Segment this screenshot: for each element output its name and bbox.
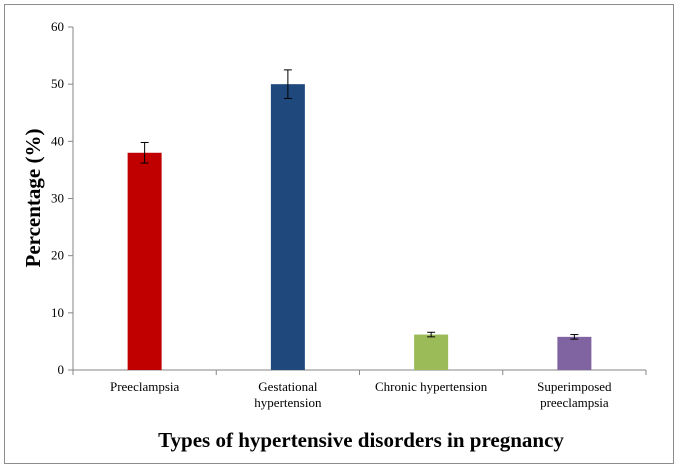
y-tick-label: 60 (51, 19, 64, 34)
y-tick-label: 10 (51, 305, 64, 320)
bars (127, 84, 592, 371)
y-axis: 0 10 20 30 40 50 60 (51, 19, 74, 377)
y-tick-label: 50 (51, 76, 64, 91)
x-axis-label: Types of hypertensive disorders in pregn… (158, 428, 564, 452)
category-labels: Preeclampsia Gestational hypertension Chron… (110, 379, 612, 410)
y-tick-label: 30 (51, 191, 64, 206)
category-label: Preeclampsia (110, 379, 180, 394)
category-label: Gestational hypertension (254, 379, 322, 410)
bar (127, 152, 162, 370)
bar (557, 336, 592, 370)
x-axis (72, 369, 647, 375)
bar (414, 334, 449, 370)
y-tick-label: 20 (51, 248, 64, 263)
y-tick-label: 40 (51, 133, 64, 148)
bar (270, 84, 305, 371)
chart-frame (4, 4, 674, 464)
error-bars (140, 69, 579, 340)
category-label: Superimposed preeclampsia (537, 379, 612, 410)
y-axis-label: Percentage (%) (21, 129, 45, 268)
y-tick-label: 0 (58, 362, 65, 377)
category-label: Chronic hypertension (375, 379, 488, 394)
